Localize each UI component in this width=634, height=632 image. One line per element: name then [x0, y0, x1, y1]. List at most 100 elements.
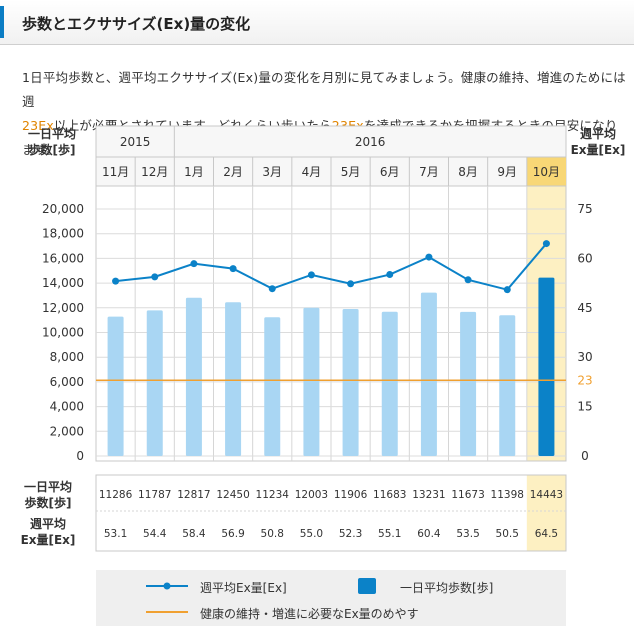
- steps-bar-7月: [420, 292, 437, 456]
- ex-point-12月: [151, 273, 159, 281]
- ex-value-2月: 56.9: [221, 528, 244, 540]
- steps-bar-1月: [185, 297, 202, 456]
- steps-value-9月: 11398: [491, 489, 524, 501]
- month-label-4: 2月: [223, 165, 243, 179]
- ex-line: [115, 242, 548, 291]
- table-label-steps-line2: 歩数[歩]: [25, 495, 72, 510]
- steps-bar-4月: [303, 307, 320, 456]
- ex-point-5月: [347, 280, 355, 288]
- left-tick-label: 8,000: [50, 350, 84, 364]
- ex-value-12月: 54.4: [143, 528, 167, 540]
- month-label-2: 12月: [141, 165, 168, 179]
- steps-value-12月: 11787: [138, 489, 171, 501]
- steps-bar-3月: [264, 317, 281, 456]
- steps-value-10月: 14443: [530, 489, 563, 501]
- ex-point-7月: [425, 253, 433, 261]
- steps-value-8月: 11673: [451, 489, 484, 501]
- ex-point-11月: [112, 277, 120, 285]
- steps-bar-6月: [381, 311, 398, 456]
- month-label-10: 8月: [458, 165, 478, 179]
- month-label-7: 5月: [341, 165, 361, 179]
- ex-value-7月: 60.4: [417, 528, 441, 540]
- ex-point-2月: [229, 265, 237, 273]
- month-label-9: 7月: [419, 165, 439, 179]
- ex-point-1月: [190, 260, 198, 268]
- steps-bar-9月: [499, 315, 516, 456]
- ex-value-5月: 52.3: [339, 528, 362, 540]
- left-tick-label: 12,000: [42, 301, 84, 315]
- steps-bar-2月: [225, 302, 242, 456]
- legend-bar-swatch: [358, 578, 376, 594]
- month-label-3: 1月: [184, 165, 204, 179]
- ex-point-9月: [503, 286, 511, 294]
- month-label-5: 3月: [262, 165, 282, 179]
- steps-value-1月: 12817: [177, 489, 210, 501]
- steps-value-11月: 11286: [99, 489, 133, 501]
- steps-bar-10月: [538, 277, 555, 456]
- ex-value-9月: 50.5: [496, 528, 519, 540]
- legend-steps-label: 一日平均歩数[歩]: [400, 581, 494, 595]
- ex-point-4月: [307, 271, 315, 279]
- right-axis-title-line2: Ex量[Ex]: [571, 143, 626, 157]
- left-tick-label: 4,000: [50, 400, 84, 414]
- year-label-2016: 2016: [355, 135, 386, 149]
- right-axis-title-line1: 週平均: [580, 126, 616, 141]
- description-line1: 1日平均歩数と、週平均エクササイズ(Ex)量の変化を月別に見てみましょう。健康の…: [22, 70, 626, 109]
- title-accent-bar: [0, 6, 4, 38]
- ex-value-10月: 64.5: [535, 528, 558, 540]
- left-tick-label: 0: [76, 449, 84, 463]
- title-bar: 歩数とエクササイズ(Ex)量の変化: [0, 0, 634, 45]
- ex-value-8月: 53.5: [456, 528, 479, 540]
- left-tick-label: 6,000: [50, 375, 84, 389]
- right-tick-label: 45: [577, 301, 592, 315]
- month-label-11: 9月: [497, 165, 517, 179]
- ex-value-4月: 55.0: [300, 528, 323, 540]
- steps-value-4月: 12003: [295, 489, 328, 501]
- left-axis-title-line2: 歩数[歩]: [29, 142, 76, 157]
- right-tick-label: 0: [581, 449, 589, 463]
- threshold-label: 23: [577, 373, 592, 387]
- left-tick-label: 2,000: [50, 424, 84, 438]
- steps-bar-5月: [342, 308, 359, 456]
- left-tick-label: 18,000: [42, 227, 84, 241]
- legend-threshold-label: 健康の維持・増進に必要なEx量のめやす: [200, 607, 419, 621]
- steps-value-5月: 11906: [334, 489, 368, 501]
- right-tick-label: 60: [577, 251, 592, 265]
- month-label-6: 4月: [302, 165, 322, 179]
- description-highlight: 23Ex: [22, 118, 55, 133]
- ex-point-8月: [464, 276, 472, 284]
- steps-bar-12月: [146, 310, 163, 456]
- steps-value-3月: 11234: [256, 489, 290, 501]
- steps-bar-11月: [107, 316, 124, 456]
- ex-value-11月: 53.1: [104, 528, 127, 540]
- ex-point-10月: [542, 240, 550, 248]
- steps-value-7月: 13231: [412, 489, 445, 501]
- right-tick-label: 30: [577, 350, 592, 364]
- ex-point-6月: [386, 271, 394, 279]
- month-label-1: 11月: [102, 165, 129, 179]
- legend-ex-label: 週平均Ex量[Ex]: [200, 581, 287, 595]
- left-tick-label: 10,000: [42, 326, 84, 340]
- ex-value-6月: 55.1: [378, 528, 401, 540]
- highlight-header-cell: [526, 157, 566, 186]
- highlight-table-column: [526, 475, 566, 551]
- page-title: 歩数とエクササイズ(Ex)量の変化: [22, 15, 251, 33]
- left-axis-title-line1: 一日平均: [28, 126, 76, 141]
- table-label-ex-line1: 週平均: [30, 516, 66, 531]
- ex-point-3月: [268, 285, 276, 293]
- month-label-12: 10月: [533, 165, 560, 179]
- right-tick-label: 15: [577, 400, 592, 414]
- steps-value-2月: 12450: [216, 489, 249, 501]
- data-table-frame: [95, 474, 567, 552]
- ex-value-1月: 58.4: [182, 528, 206, 540]
- month-label-8: 6月: [380, 165, 400, 179]
- ex-value-3月: 50.8: [261, 528, 284, 540]
- legend-symbols: [146, 578, 376, 613]
- left-tick-label: 16,000: [42, 251, 84, 265]
- steps-value-6月: 11683: [373, 489, 406, 501]
- legend: 週平均Ex量[Ex] 一日平均歩数[歩] 健康の維持・増進に必要なEx量のめやす: [96, 570, 566, 626]
- left-tick-label: 14,000: [42, 276, 84, 290]
- steps-bar-8月: [460, 311, 477, 456]
- table-label-ex-line2: Ex量[Ex]: [21, 533, 76, 547]
